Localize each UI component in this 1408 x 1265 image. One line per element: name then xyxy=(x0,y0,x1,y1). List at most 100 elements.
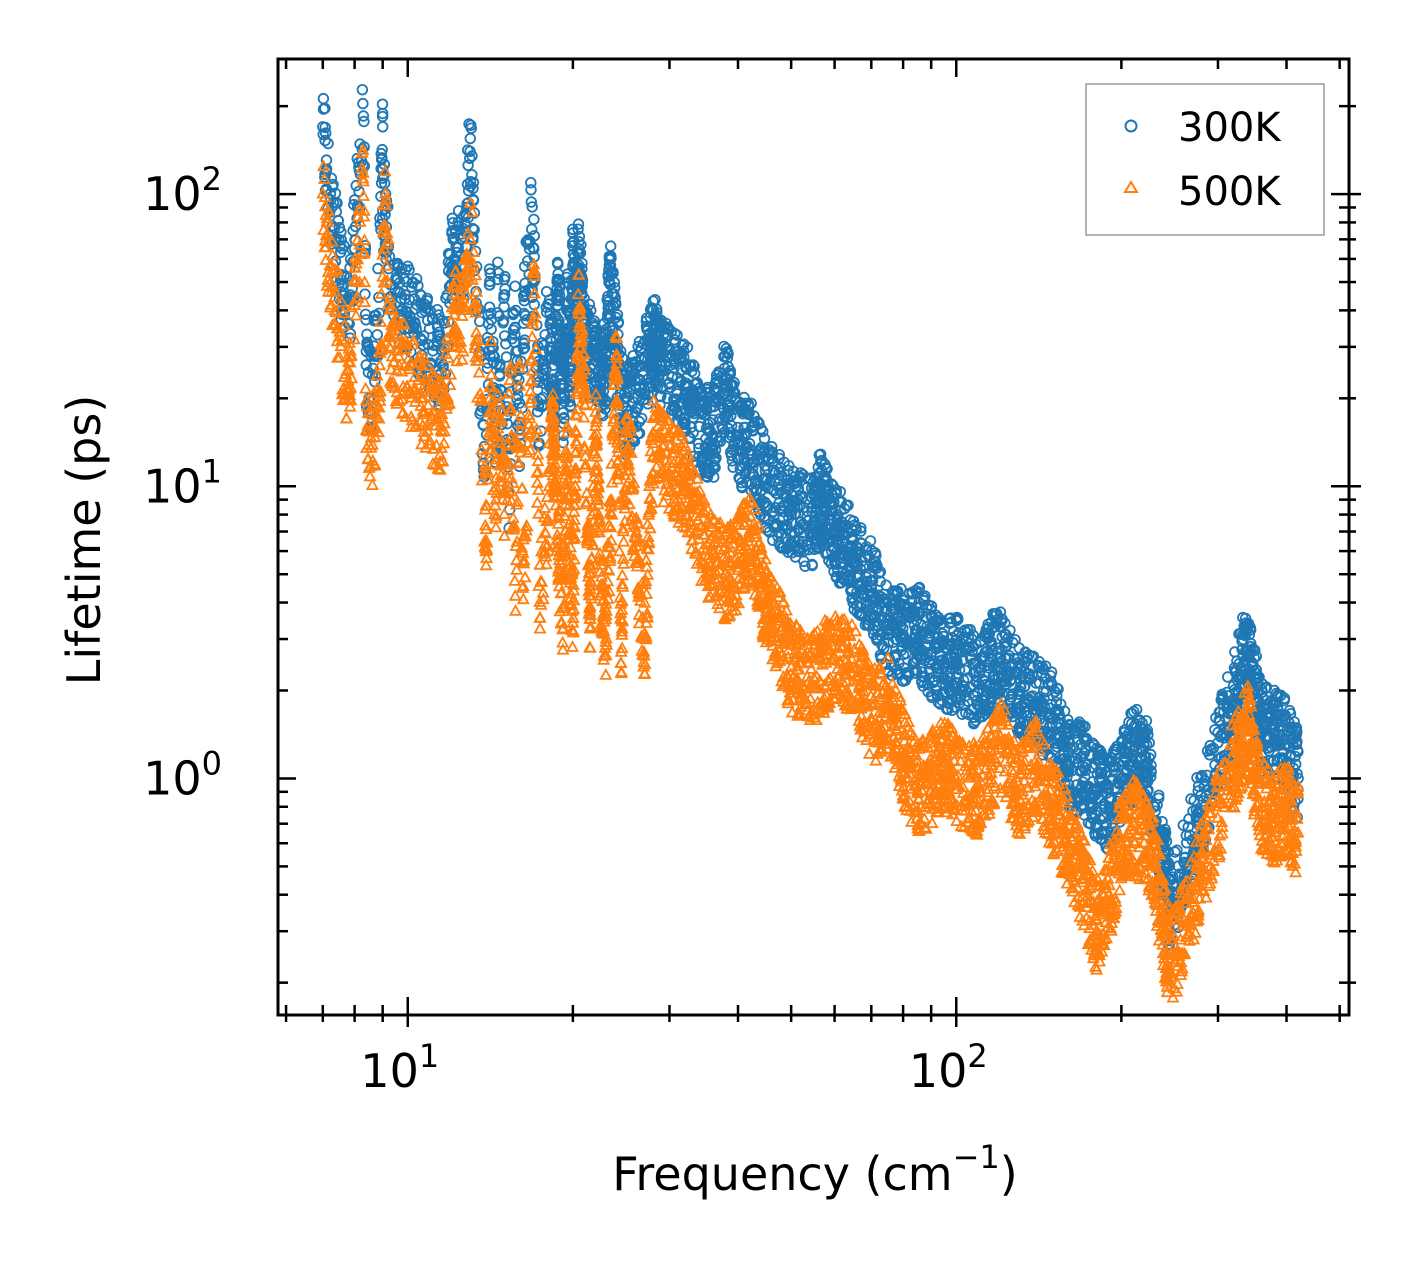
data-point xyxy=(519,309,532,322)
data-point xyxy=(492,256,504,269)
data-point xyxy=(317,92,330,105)
data-point xyxy=(421,302,433,314)
data-point xyxy=(611,309,624,321)
data-point xyxy=(327,196,340,209)
data-point xyxy=(357,97,369,110)
data-point xyxy=(642,388,654,401)
data-point xyxy=(447,217,459,229)
data-point xyxy=(557,407,569,419)
data-point xyxy=(322,137,334,150)
data-point xyxy=(526,201,538,213)
data-point xyxy=(540,286,553,298)
data-point xyxy=(525,176,537,189)
data-point xyxy=(572,218,585,230)
data-point xyxy=(526,284,538,296)
data-point xyxy=(464,152,476,165)
data-point xyxy=(623,373,635,386)
data-point xyxy=(597,379,609,391)
data-point xyxy=(564,362,576,374)
data-point xyxy=(629,374,641,387)
data-point xyxy=(438,317,450,329)
data-point xyxy=(361,328,373,341)
data-point xyxy=(363,343,376,356)
data-point xyxy=(484,275,496,288)
data-point xyxy=(488,351,501,363)
data-point xyxy=(481,362,494,374)
data-point xyxy=(635,360,647,372)
data-point xyxy=(317,103,330,115)
data-point xyxy=(462,159,474,172)
data-point xyxy=(411,299,423,311)
data-point xyxy=(552,258,564,270)
data-point xyxy=(500,351,513,363)
data-point xyxy=(498,301,510,313)
data-point xyxy=(535,393,547,405)
data-point xyxy=(499,289,511,301)
data-point xyxy=(499,283,511,295)
data-point xyxy=(604,252,617,264)
data-point xyxy=(610,298,622,311)
data-point xyxy=(528,230,541,242)
data-point xyxy=(573,230,586,243)
data-point xyxy=(651,303,663,315)
data-point xyxy=(466,150,478,162)
data-point xyxy=(398,273,410,285)
data-point xyxy=(509,322,521,334)
data-point xyxy=(572,223,584,235)
data-point xyxy=(483,263,496,275)
data-point xyxy=(553,315,565,327)
data-point xyxy=(626,432,639,445)
data-point xyxy=(565,399,577,412)
data-point xyxy=(395,293,408,305)
data-point xyxy=(512,345,524,357)
data-point xyxy=(499,270,511,283)
data-point xyxy=(558,412,570,424)
data-point xyxy=(319,134,331,147)
data-point xyxy=(465,122,478,134)
data-point xyxy=(484,279,496,291)
data-point xyxy=(484,267,497,279)
data-point xyxy=(475,405,487,417)
data-point xyxy=(518,342,531,354)
data-layer xyxy=(316,83,1305,1003)
data-point xyxy=(377,107,389,120)
data-point xyxy=(358,115,370,128)
data-point xyxy=(357,110,370,122)
data-point xyxy=(483,301,496,313)
data-point xyxy=(635,342,647,354)
data-point xyxy=(575,239,587,251)
data-point xyxy=(467,182,479,195)
data-point xyxy=(399,289,411,301)
data-point xyxy=(554,279,566,291)
data-point xyxy=(492,267,505,279)
data-point xyxy=(605,267,617,280)
data-point xyxy=(422,314,434,327)
data-point xyxy=(519,285,531,297)
data-point xyxy=(640,320,653,333)
data-point xyxy=(466,169,478,181)
data-point xyxy=(335,246,347,259)
data-point xyxy=(525,184,537,196)
data-point xyxy=(464,180,477,193)
data-point xyxy=(621,391,633,403)
data-point xyxy=(390,274,402,286)
data-point xyxy=(528,213,540,226)
data-point xyxy=(636,412,648,425)
data-point xyxy=(575,279,588,292)
data-point xyxy=(525,196,538,208)
data-point xyxy=(497,317,509,329)
data-point xyxy=(623,360,636,373)
data-point xyxy=(574,247,586,259)
data-point xyxy=(527,241,539,254)
data-point xyxy=(509,280,521,292)
data-point xyxy=(319,121,331,134)
data-point xyxy=(612,317,624,330)
data-point xyxy=(460,209,473,221)
data-point xyxy=(604,259,617,271)
data-point xyxy=(609,291,621,304)
data-point xyxy=(600,396,613,408)
data-point xyxy=(549,379,562,391)
data-point xyxy=(606,325,618,337)
data-point xyxy=(485,323,497,336)
